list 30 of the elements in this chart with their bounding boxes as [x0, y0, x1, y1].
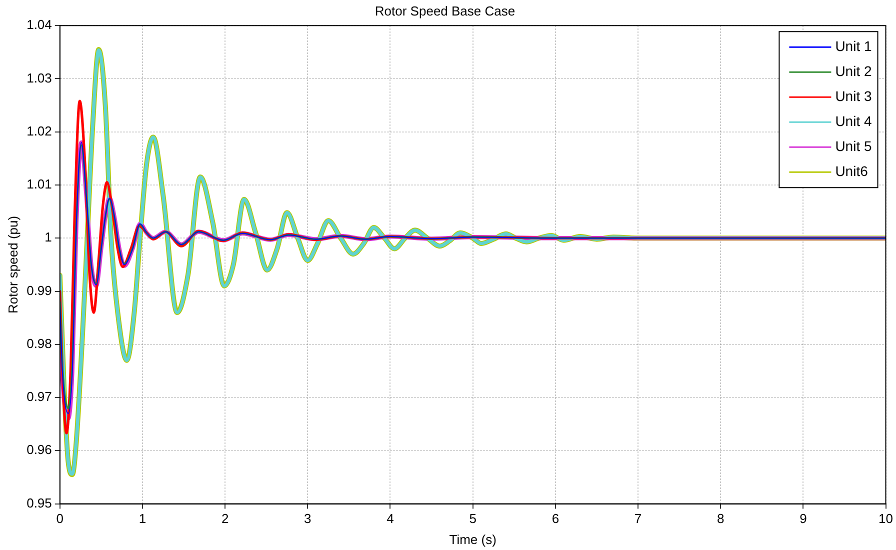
x-tick-label: 3	[304, 511, 312, 526]
y-tick-label: 1.01	[26, 176, 52, 192]
x-tick-label: 7	[634, 511, 642, 526]
y-tick-label: 0.97	[26, 389, 52, 404]
legend-label: Unit 1	[835, 38, 872, 54]
x-axis-title: Time (s)	[449, 532, 496, 547]
legend-label: Unit6	[835, 162, 868, 179]
x-tick-label: 8	[716, 511, 724, 526]
y-tick-label: 0.96	[26, 442, 52, 458]
y-tick-label: 1.04	[26, 17, 52, 32]
y-tick-label: 1.02	[26, 123, 52, 138]
legend-label: Unit 4	[835, 112, 872, 129]
x-tick-label: 10	[878, 511, 894, 526]
y-tick-label: 0.99	[26, 282, 52, 298]
x-tick-label: 1	[138, 511, 146, 526]
x-tick-label: 4	[386, 511, 394, 526]
y-tick-label: 1	[44, 230, 52, 245]
x-tick-label: 9	[800, 511, 807, 526]
legend-label: Unit 5	[835, 138, 872, 154]
chart-title: Rotor Speed Base Case	[374, 3, 516, 18]
x-tick-label: 5	[469, 511, 476, 526]
legend-label: Unit 3	[835, 88, 872, 104]
x-tick-label: 2	[221, 511, 229, 526]
x-tick-label: 0	[56, 511, 64, 526]
y-tick-label: 0.95	[26, 495, 52, 510]
y-tick-label: 1.03	[26, 70, 52, 86]
y-tick-label: 0.98	[26, 336, 52, 351]
legend-label: Unit 2	[835, 62, 872, 79]
x-tick-label: 6	[552, 511, 560, 526]
y-axis-title: Rotor speed (pu)	[5, 216, 20, 314]
